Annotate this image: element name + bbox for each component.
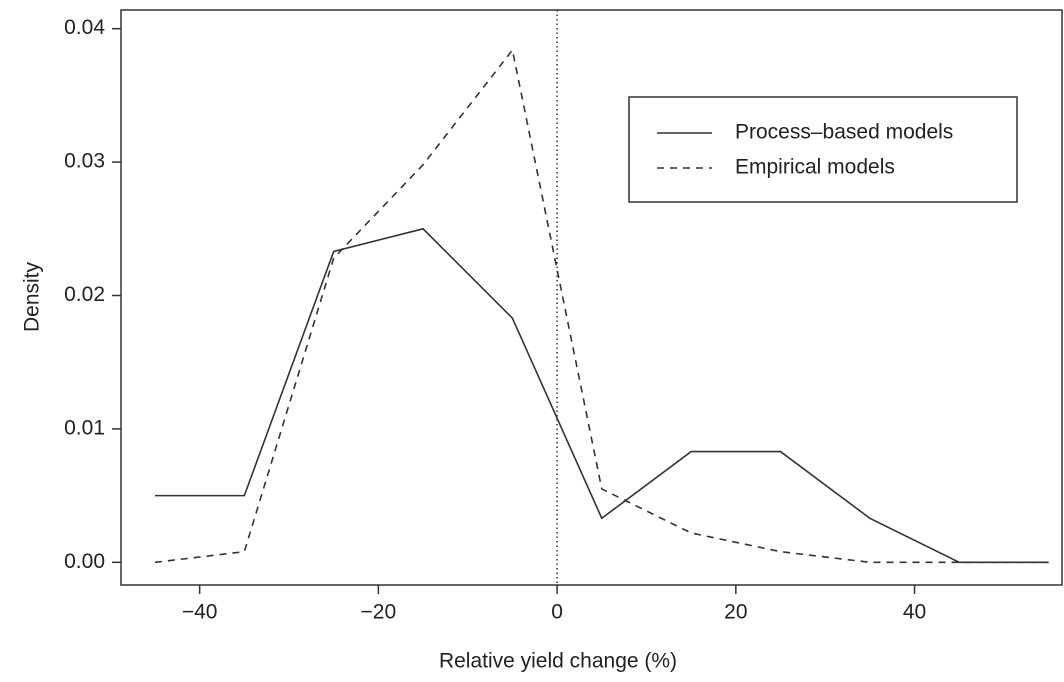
data-line — [154, 227, 1049, 564]
y-tick-label: 0.01 — [64, 416, 105, 439]
x-tick-label: 20 — [724, 601, 747, 624]
legend-label: Process–based models — [735, 121, 953, 144]
y-tick-label: 0.02 — [64, 283, 105, 306]
x-tick-label: −20 — [361, 601, 397, 624]
y-tick-label: 0.04 — [64, 16, 105, 39]
plot-frame — [120, 9, 1063, 586]
y-tick-label: 0.00 — [64, 550, 105, 573]
legend-label: Empirical models — [735, 156, 895, 179]
y-axis-label: Density — [21, 261, 44, 332]
x-tick-label: −40 — [182, 601, 218, 624]
x-tick-label: 40 — [903, 601, 926, 624]
legend-box — [628, 96, 1018, 203]
x-tick-label: 0 — [551, 601, 563, 624]
data-line — [154, 48, 1049, 564]
x-axis-label: Relative yield change (%) — [439, 650, 677, 673]
y-tick-label: 0.03 — [64, 150, 105, 173]
